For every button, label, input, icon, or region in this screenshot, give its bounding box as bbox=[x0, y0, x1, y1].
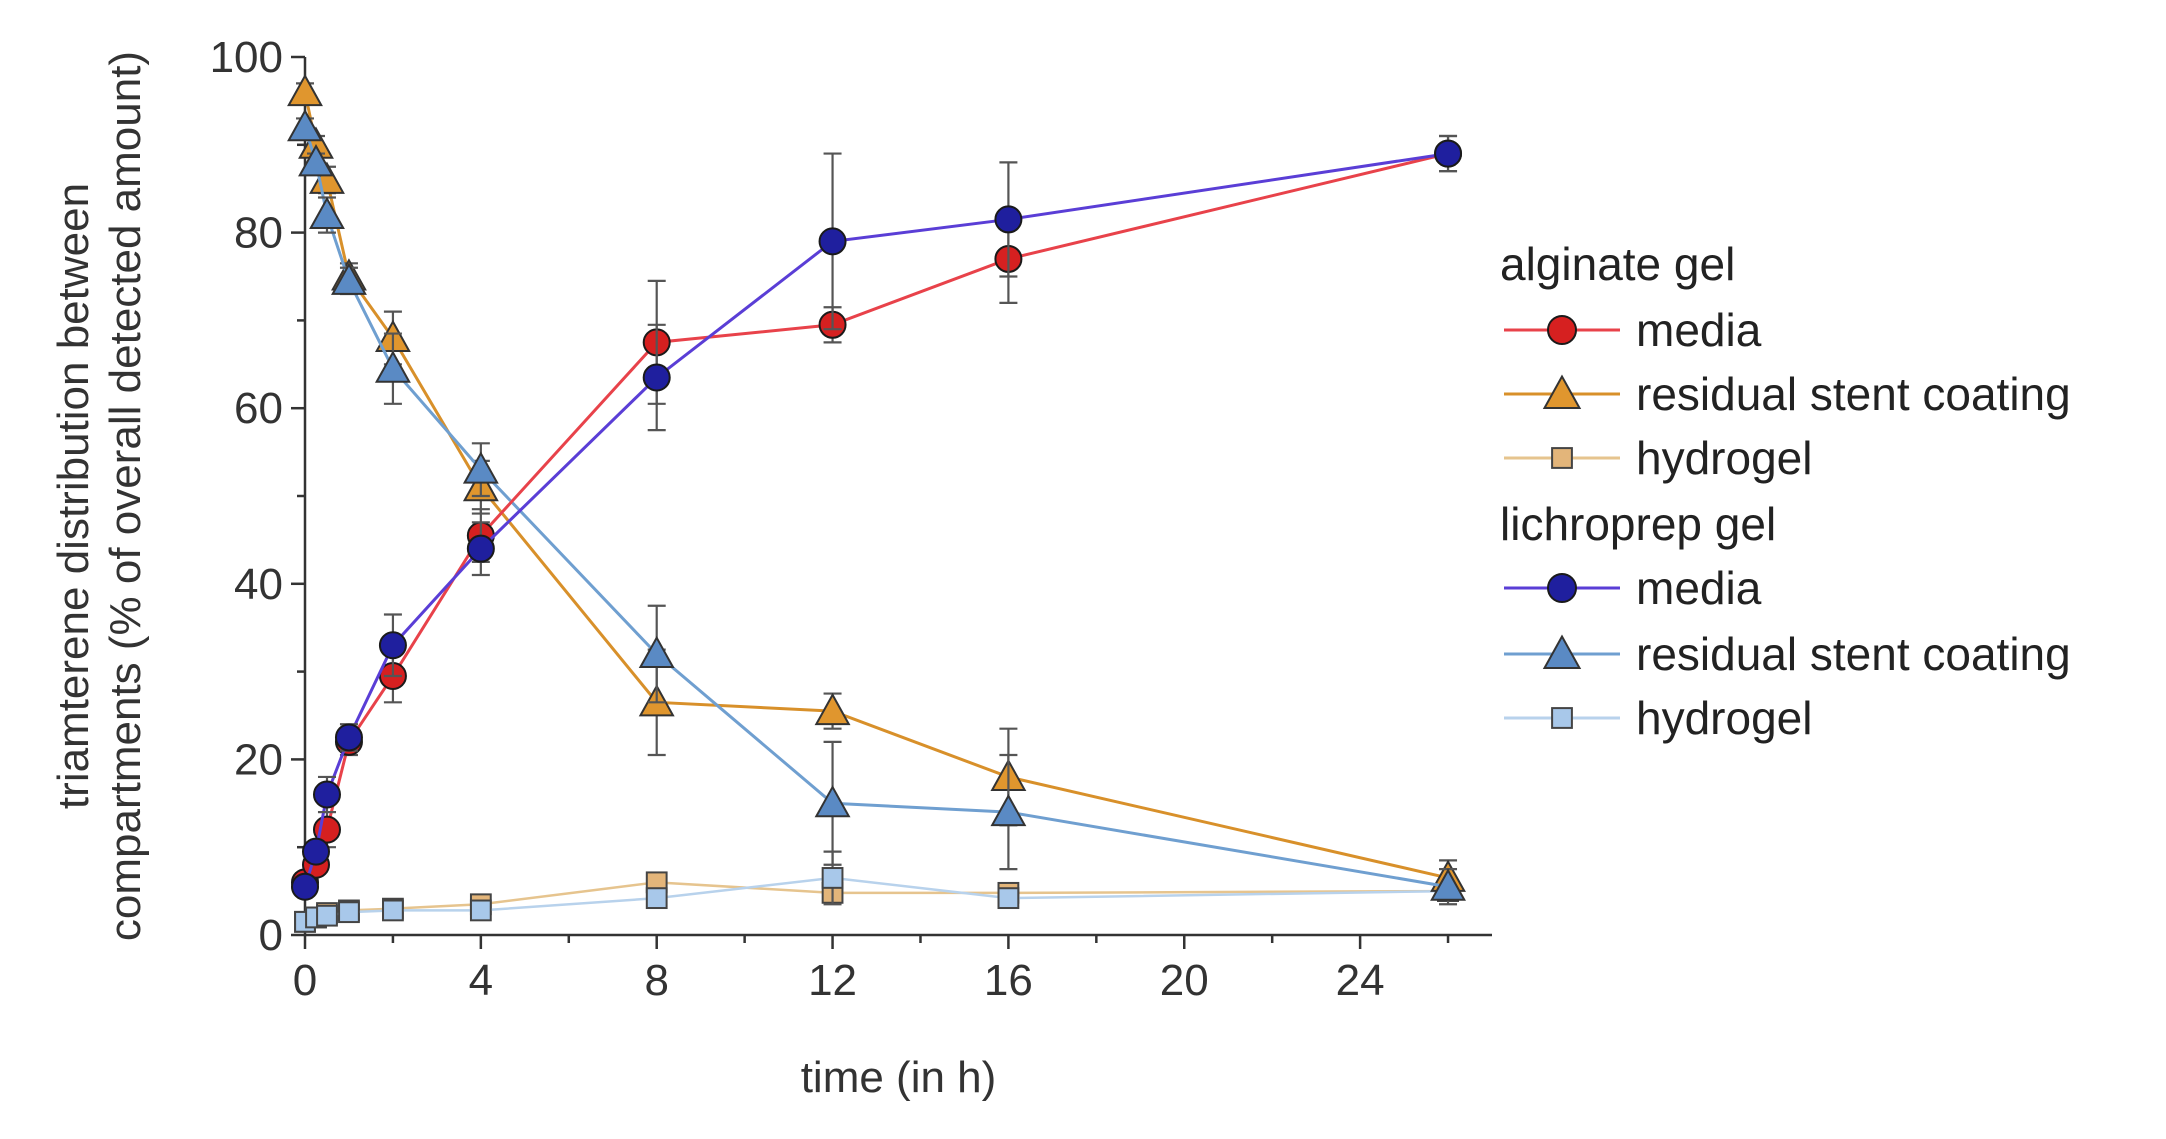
series-2 bbox=[294, 871, 1459, 933]
legend-label: media bbox=[1636, 304, 1762, 356]
y-tick-label: 40 bbox=[234, 560, 283, 609]
y-axis-title: triamterene distribution between compart… bbox=[49, 51, 150, 941]
legend-label: residual stent coating bbox=[1636, 628, 2071, 680]
y-tick-label: 100 bbox=[210, 33, 283, 82]
legend: alginate gel lichroprep gel media residual … bbox=[1500, 238, 2071, 744]
data-point bbox=[382, 899, 404, 922]
data-point bbox=[814, 692, 851, 726]
data-point bbox=[638, 635, 675, 669]
legend-label: residual stent coating bbox=[1636, 368, 2071, 420]
y-axis-title-line-2: compartments (% of overall detected amou… bbox=[101, 51, 150, 941]
x-tick-label: 16 bbox=[984, 956, 1033, 1005]
data-point bbox=[642, 363, 671, 392]
y-axis-title-line-1: triamterene distribution between bbox=[49, 183, 98, 809]
legend-marker bbox=[1542, 374, 1582, 409]
data-point bbox=[462, 451, 499, 484]
series-4 bbox=[287, 108, 1466, 906]
data-point bbox=[997, 887, 1020, 910]
data-point bbox=[994, 205, 1023, 234]
series-3 bbox=[291, 134, 1463, 901]
data-point bbox=[1434, 139, 1463, 168]
series-layer bbox=[287, 73, 1466, 933]
series-1 bbox=[287, 73, 1466, 897]
legend-group-title: lichroprep gel bbox=[1500, 498, 1776, 550]
legend-marker bbox=[1551, 447, 1573, 469]
legend-group-title: alginate gel bbox=[1500, 238, 1735, 290]
data-point bbox=[291, 872, 319, 901]
data-point bbox=[309, 196, 345, 230]
x-axis-title: time (in h) bbox=[801, 1053, 997, 1102]
x-ticks: 0 4 8 12 16 20 24 bbox=[293, 935, 1450, 1005]
legend-label: hydrogel bbox=[1636, 432, 1812, 484]
legend-marker bbox=[1542, 634, 1582, 669]
data-point bbox=[301, 837, 330, 866]
series-line bbox=[303, 152, 1449, 884]
data-point bbox=[312, 780, 341, 809]
x-tick-label: 20 bbox=[1160, 956, 1209, 1005]
legend-entry: media bbox=[1504, 304, 1762, 356]
data-point bbox=[821, 867, 844, 889]
data-point bbox=[298, 144, 334, 177]
data-point bbox=[1430, 868, 1466, 901]
data-point bbox=[316, 904, 338, 927]
series-0 bbox=[291, 134, 1463, 897]
y-tick-label: 80 bbox=[234, 209, 283, 258]
series-line bbox=[303, 152, 1449, 888]
plot-area: 0 4 8 12 16 20 24 0 20 40 60 80 100 bbox=[210, 33, 1492, 1005]
series-line bbox=[303, 126, 1449, 889]
data-point bbox=[469, 899, 492, 922]
data-point bbox=[990, 793, 1027, 827]
data-point bbox=[466, 534, 495, 563]
legend-entry: hydrogel bbox=[1504, 432, 1812, 484]
data-point bbox=[331, 262, 367, 295]
data-point bbox=[287, 108, 323, 142]
y-tick-label: 60 bbox=[234, 384, 283, 433]
series-5 bbox=[294, 850, 1459, 933]
data-point bbox=[374, 350, 411, 383]
legend-entry: hydrogel bbox=[1504, 692, 1812, 744]
x-tick-label: 0 bbox=[293, 956, 317, 1005]
data-point bbox=[814, 784, 851, 818]
x-tick-label: 4 bbox=[469, 956, 493, 1005]
y-ticks: 0 20 40 60 80 100 bbox=[210, 33, 305, 960]
data-point bbox=[818, 227, 847, 256]
legend-marker bbox=[1547, 573, 1577, 603]
y-tick-label: 0 bbox=[259, 911, 283, 960]
x-tick-label: 12 bbox=[808, 956, 857, 1005]
legend-label: media bbox=[1636, 562, 1762, 614]
data-point bbox=[334, 723, 363, 752]
legend-entry: media bbox=[1504, 562, 1762, 614]
data-point bbox=[338, 901, 360, 924]
data-point bbox=[287, 73, 323, 107]
data-point bbox=[378, 631, 407, 660]
y-tick-label: 20 bbox=[234, 735, 283, 784]
x-tick-label: 8 bbox=[644, 956, 668, 1005]
legend-entry: residual stent coating bbox=[1504, 628, 2071, 680]
legend-entry: residual stent coating bbox=[1504, 368, 2071, 420]
data-point bbox=[645, 887, 668, 910]
legend-label: hydrogel bbox=[1636, 692, 1812, 744]
legend-marker bbox=[1551, 707, 1573, 729]
x-tick-label: 24 bbox=[1336, 956, 1385, 1005]
legend-marker bbox=[1547, 315, 1577, 345]
